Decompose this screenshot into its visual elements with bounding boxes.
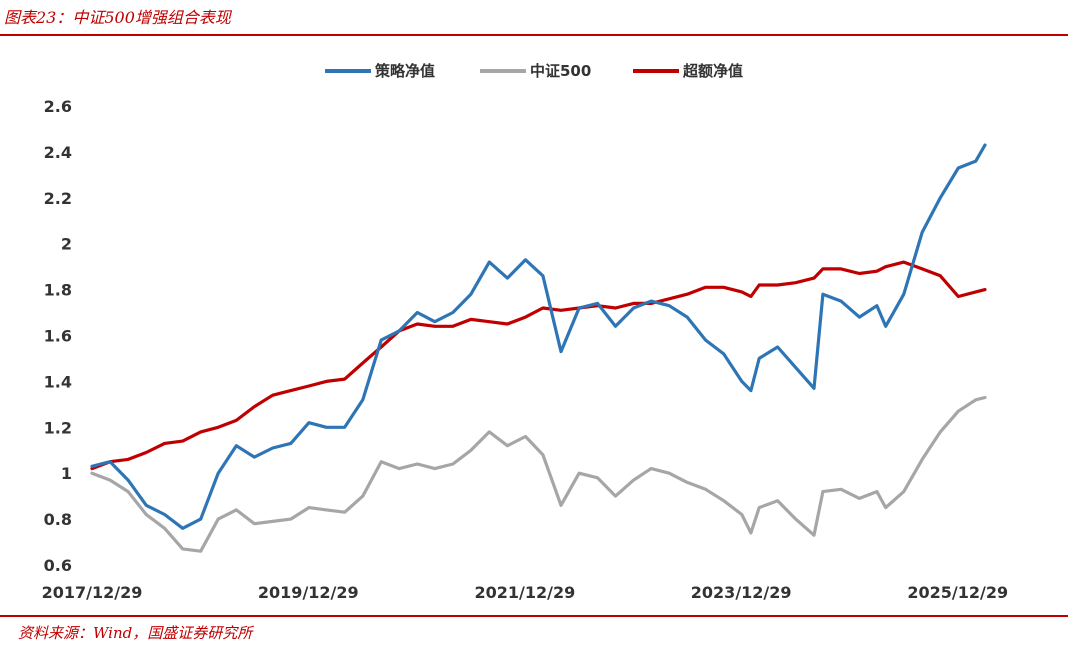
y-tick-label: 1 xyxy=(61,464,72,483)
figure-title: 图表23：中证500增强组合表现 xyxy=(4,8,231,27)
x-tick-label: 2017/12/29 xyxy=(42,583,143,602)
y-tick-label: 2.2 xyxy=(44,189,72,208)
series-line-csi500 xyxy=(90,395,987,553)
bottom-rule xyxy=(0,615,1068,617)
y-tick-label: 1.2 xyxy=(44,418,72,437)
x-axis: 2017/12/29 2019/12/29 2021/12/29 2023/12/29… xyxy=(42,583,1008,602)
source-note: 资料来源：Wind，国盛证券研究所 xyxy=(18,624,253,642)
x-tick-label: 2025/12/29 xyxy=(907,583,1008,602)
y-tick-label: 0.6 xyxy=(44,556,72,575)
x-tick-label: 2021/12/29 xyxy=(474,583,575,602)
legend-label-excess: 超额净值 xyxy=(682,62,743,80)
series-line-excess xyxy=(90,260,987,471)
y-tick-label: 1.4 xyxy=(44,372,72,391)
x-tick-label: 2019/12/29 xyxy=(258,583,359,602)
chart-legend: 策略净值 中证500 超额净值 xyxy=(325,62,743,80)
y-tick-label: 2.4 xyxy=(44,143,72,162)
y-tick-label: 0.8 xyxy=(44,510,72,529)
y-axis: 0.6 0.8 1 1.2 1.4 1.6 1.8 2 2.2 2.4 2.6 xyxy=(44,97,72,575)
x-tick-label: 2023/12/29 xyxy=(691,583,792,602)
y-tick-label: 2 xyxy=(61,235,72,254)
chart-series xyxy=(90,143,987,553)
legend-label-strategy: 策略净值 xyxy=(374,62,435,80)
y-tick-label: 2.6 xyxy=(44,97,72,116)
y-tick-label: 1.8 xyxy=(44,281,72,300)
legend-label-csi500: 中证500 xyxy=(530,62,591,80)
y-tick-label: 1.6 xyxy=(44,327,72,346)
top-rule xyxy=(0,34,1068,36)
line-chart: 策略净值 中证500 超额净值 0.6 0.8 1 1.2 1.4 1.6 1.8 2 2.2 2.4… xyxy=(42,62,1008,602)
series-line-strategy xyxy=(90,143,987,530)
